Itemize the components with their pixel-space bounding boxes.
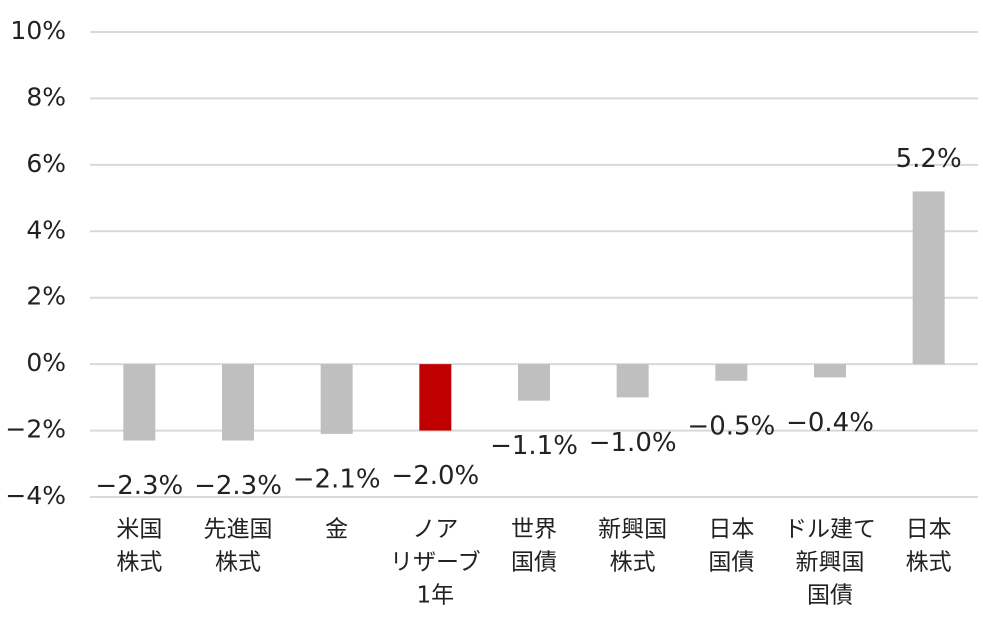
value-label: −1.1%	[490, 431, 578, 461]
bar	[912, 191, 945, 365]
value-label: −0.4%	[786, 408, 874, 438]
x-tick-label: 株式	[906, 550, 952, 576]
bar	[222, 364, 254, 441]
value-label: −0.5%	[687, 411, 775, 441]
y-tick-label: −4%	[5, 481, 66, 510]
x-tick-label: 金	[325, 517, 348, 543]
x-tick-label: リザーブ	[390, 550, 481, 576]
bar	[320, 364, 353, 434]
value-label: −2.1%	[293, 464, 381, 494]
value-label: 5.2%	[896, 144, 962, 174]
x-tick-label: 米国	[116, 517, 162, 543]
y-tick-label: 4%	[26, 215, 66, 244]
x-tick-label: 1年	[417, 583, 455, 609]
y-tick-label: 10%	[10, 16, 66, 45]
x-tick-label: 世界	[511, 517, 557, 543]
bar	[419, 364, 452, 431]
value-label: −2.3%	[95, 471, 183, 501]
x-tick-label: 国債	[511, 550, 557, 576]
y-tick-label: 0%	[26, 348, 66, 377]
x-tick-label: 日本	[906, 517, 952, 543]
x-tick-label: 国債	[807, 583, 853, 609]
y-tick-label: −2%	[5, 415, 66, 444]
bar	[715, 364, 748, 381]
bar	[518, 364, 550, 401]
y-tick-label: 8%	[26, 82, 66, 111]
bar	[616, 364, 649, 398]
bar	[123, 364, 156, 441]
y-tick-label: 6%	[26, 149, 66, 178]
x-tick-label: ドル建て	[784, 517, 876, 543]
x-tick-label: 日本	[708, 517, 754, 543]
value-label: −1.0%	[589, 428, 677, 458]
x-tick-label: 先進国	[204, 517, 273, 543]
x-tick-label: 株式	[116, 550, 162, 576]
x-tick-label: 新興国	[796, 550, 865, 576]
bar	[814, 364, 846, 378]
x-tick-label: ノア	[412, 517, 458, 543]
x-tick-label: 株式	[215, 550, 261, 576]
x-tick-label: 新興国	[598, 517, 667, 543]
x-tick-label: 株式	[610, 550, 656, 576]
value-label: −2.0%	[391, 461, 479, 491]
x-tick-label: 国債	[708, 550, 754, 576]
value-label: −2.3%	[194, 471, 282, 501]
y-tick-label: 2%	[26, 282, 66, 311]
